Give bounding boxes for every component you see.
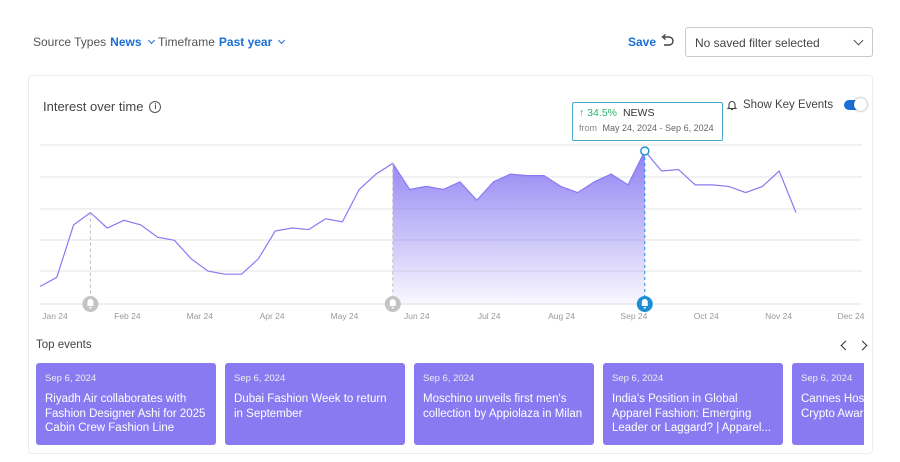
carousel-nav (840, 339, 868, 351)
series-line (39, 149, 797, 288)
event-date: Sep 6, 2024 (801, 373, 853, 384)
show-key-events: Show Key Events (726, 98, 868, 111)
card-header: Interest over time i (43, 99, 162, 114)
x-tick-label: Apr 24 (260, 311, 285, 321)
event-date: Sep 6, 2024 (612, 373, 664, 384)
timeframe-label: Timeframe (158, 35, 215, 49)
peak-point (640, 146, 650, 156)
x-tick-label: Aug 24 (548, 311, 575, 321)
saved-filter-value: No saved filter selected (695, 36, 820, 50)
event-card[interactable]: Sep 6, 2024 Cannes Host Success of th Cr… (792, 363, 864, 445)
timeframe-filter[interactable]: Timeframe Past year (158, 35, 286, 49)
x-tick-label: Dec 24 (838, 311, 865, 321)
x-tick-label: Feb 24 (114, 311, 141, 321)
tooltip-range: May 24, 2024 - Sep 6, 2024 (602, 123, 714, 133)
source-types-value[interactable]: News (110, 35, 142, 49)
x-tick-label: Oct 24 (694, 311, 719, 321)
chevron-left-icon[interactable] (840, 340, 851, 351)
x-tick-label: Jun 24 (404, 311, 430, 321)
x-tick-label: Sep 24 (620, 311, 647, 321)
chevron-right-icon[interactable] (857, 340, 868, 351)
event-date: Sep 6, 2024 (423, 373, 475, 384)
x-tick-label: May 24 (331, 311, 359, 321)
bell-clapper (643, 307, 646, 309)
event-title: Riyadh Air collaborates with Fashion Des… (45, 393, 206, 434)
bell-icon (726, 101, 738, 111)
event-card[interactable]: Sep 6, 2024 Moschino unveils first men's… (414, 363, 594, 445)
event-title: India's Position in Global Apparel Fashi… (612, 393, 771, 434)
event-date: Sep 6, 2024 (45, 373, 97, 384)
chart-tooltip: ↑ 34.5% NEWS from May 24, 2024 - Sep 6, … (572, 102, 723, 141)
x-tick-label: Nov 24 (765, 311, 792, 321)
save-button[interactable]: Save (628, 35, 657, 49)
change-value: ↑ 34.5% (579, 107, 617, 119)
interest-chart: Jan 24 Feb 24 Mar 24 Apr 24 May 24 Jun 24 Jul … (39, 144, 865, 321)
x-tick-label: Mar 24 (186, 311, 213, 321)
event-date: Sep 6, 2024 (234, 373, 286, 384)
source-types-filter[interactable]: Source Types News (33, 35, 155, 49)
bell-glyph (87, 299, 94, 306)
key-events-toggle[interactable] (844, 98, 868, 111)
card-title: Interest over time (43, 99, 144, 114)
info-icon[interactable]: i (149, 100, 162, 113)
highlight-area (392, 151, 645, 305)
tooltip-source: NEWS (622, 107, 655, 119)
timeframe-value[interactable]: Past year (218, 35, 273, 49)
bell-clapper (89, 307, 92, 309)
bell-glyph (389, 299, 396, 306)
filter-bar: Source Types News Timeframe Past year Sa… (0, 0, 900, 70)
event-card[interactable]: Sep 6, 2024 Riyadh Air collaborates with… (36, 363, 216, 445)
bell-glyph (641, 299, 648, 306)
saved-filter-select[interactable]: No saved filter selected (685, 27, 873, 57)
top-events-list: Sep 6, 2024 Riyadh Air collaborates with… (36, 363, 864, 446)
key-events-label: Show Key Events (743, 99, 834, 111)
undo-icon[interactable] (659, 33, 675, 49)
event-title: Cannes Host Success of th Crypto Awar (801, 393, 864, 420)
x-tick-label: Jul 24 (478, 311, 501, 321)
event-title: Moschino unveils first men's collection … (423, 393, 583, 420)
event-title: Dubai Fashion Week to return in Septembe… (234, 393, 387, 420)
top-events-heading: Top events (36, 339, 92, 351)
tooltip-from-label: from (579, 123, 597, 133)
source-types-label: Source Types (33, 35, 107, 49)
x-tick-label: Jan 24 (42, 311, 68, 321)
event-card[interactable]: Sep 6, 2024 India's Position in Global A… (603, 363, 783, 445)
event-card[interactable]: Sep 6, 2024 Dubai Fashion Week to return… (225, 363, 405, 445)
bell-clapper (391, 307, 394, 309)
